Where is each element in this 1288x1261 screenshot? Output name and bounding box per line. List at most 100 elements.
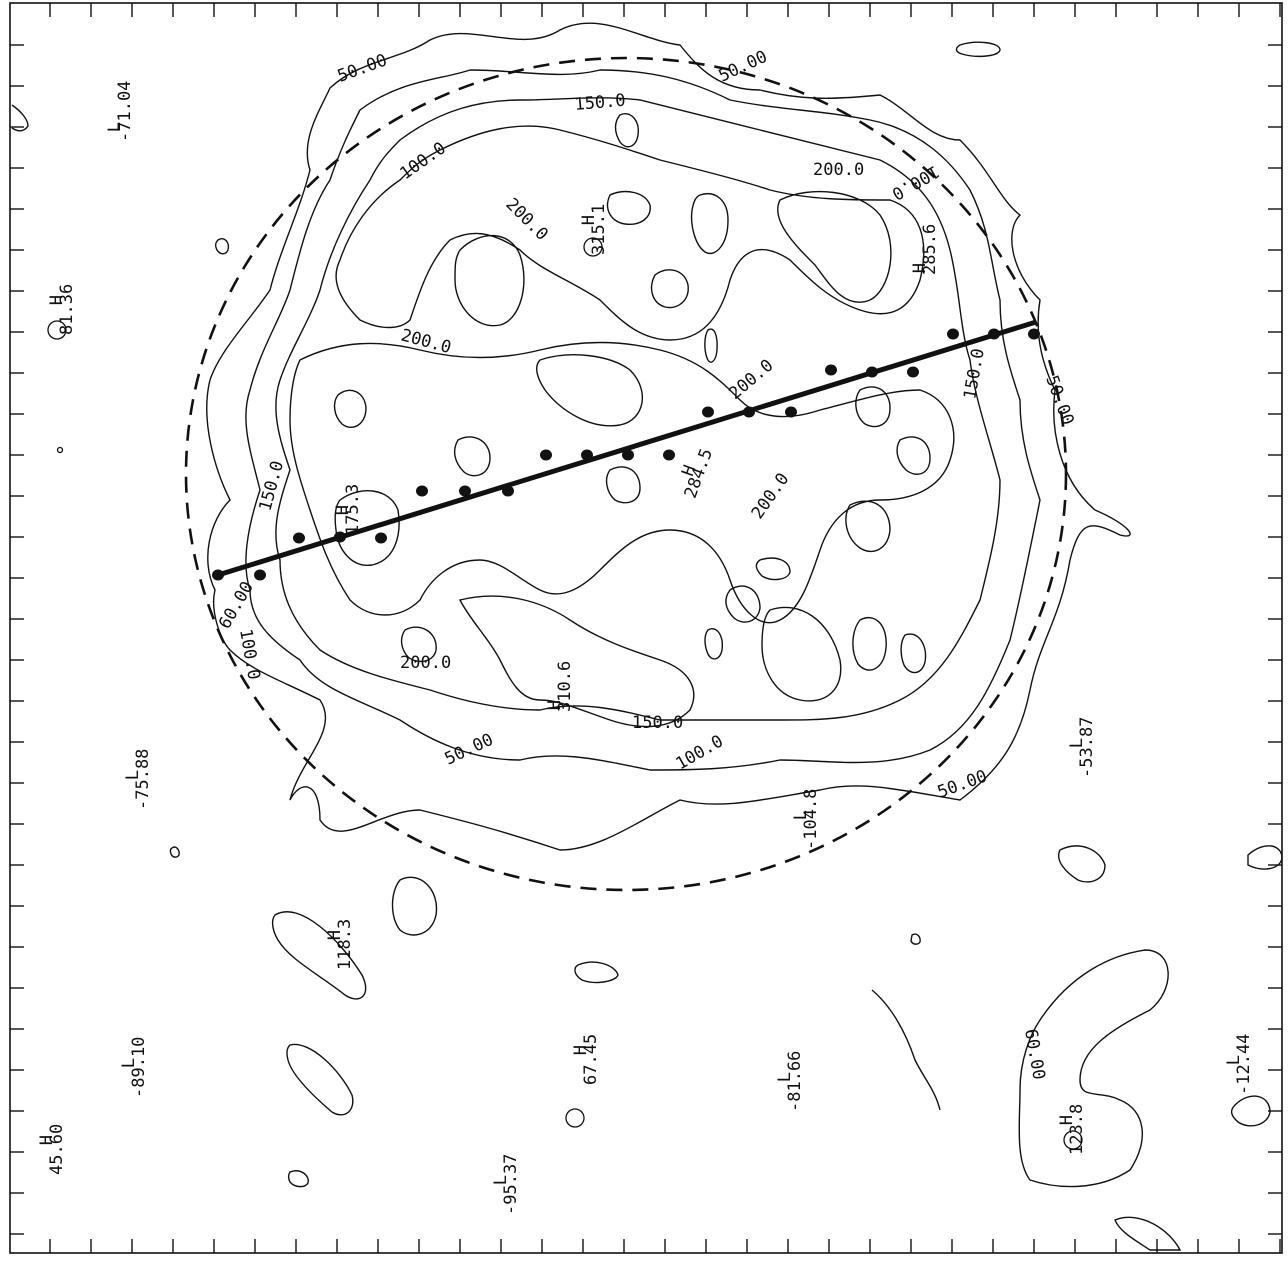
extremum-circles	[47, 237, 1083, 1150]
extremum-value: 123.8	[1067, 1104, 1087, 1155]
contour-inner-s	[704, 628, 723, 660]
extremum-high: H284.5	[671, 443, 717, 501]
extremum-kind: L	[105, 122, 125, 132]
extremum-kind: L	[1067, 738, 1087, 748]
blob-left-edge	[11, 104, 29, 132]
track-point	[502, 485, 514, 497]
contour-inner-f	[650, 269, 689, 309]
blob-j	[287, 1170, 309, 1188]
contour-inner-j	[896, 436, 931, 475]
track-point	[581, 449, 593, 461]
extremum-low: L-71.04	[105, 81, 135, 142]
contour-inner-c	[454, 234, 525, 327]
extremum-high: H310.6	[545, 661, 575, 712]
contour-inner-v	[755, 557, 791, 581]
high-circle-icon	[1063, 1130, 1083, 1150]
track-line	[217, 319, 1037, 578]
extremum-value: -104.8	[801, 789, 821, 850]
blob-i	[1114, 1216, 1182, 1251]
contour-inner-a	[536, 354, 644, 427]
contour-label: 100.0	[396, 138, 449, 184]
contour-label: 50.00	[716, 47, 771, 87]
blob-b	[271, 911, 367, 1000]
contour-inner-d	[606, 190, 651, 225]
contour-200-b	[289, 341, 955, 624]
contour-label: 50.00	[335, 50, 390, 86]
extremum-value: -71.04	[115, 81, 135, 142]
extremum-kind: H	[47, 295, 67, 305]
extremum-kind: L	[775, 1072, 795, 1082]
track-point	[866, 366, 878, 378]
track-point	[988, 328, 1000, 340]
extremum-kind: L	[123, 770, 143, 780]
blob-k	[214, 238, 230, 255]
high-circle-icon	[565, 1108, 585, 1128]
extremum-value: 81.36	[57, 284, 77, 335]
extremum-kind: H	[545, 700, 565, 710]
contour-label: 150.0	[256, 459, 289, 514]
contour-inner-r	[453, 436, 491, 477]
extremum-high: H45.60	[37, 1124, 67, 1175]
extremum-kind: L	[119, 1058, 139, 1068]
blob-n	[910, 933, 921, 945]
contour-label: 100.0	[888, 161, 942, 204]
extremum-kind: H	[37, 1135, 57, 1145]
contour-200-a	[335, 125, 925, 341]
contour-label: 200.0	[725, 356, 777, 404]
contour-label: 200.0	[399, 326, 454, 359]
contour-label: 60.00	[1020, 1027, 1049, 1081]
contour-inner-q	[605, 466, 641, 504]
extremum-value: 310.6	[555, 661, 575, 712]
track-point	[702, 406, 714, 418]
frame-ticks	[10, 3, 1282, 1253]
extremum-value: 67.45	[581, 1034, 601, 1085]
contour-inner-i	[855, 386, 891, 428]
extremum-value: -75.88	[133, 749, 153, 810]
contour-label: 200.0	[400, 653, 451, 673]
extremum-low: L-53.87	[1067, 717, 1097, 778]
contour-inner-k	[845, 500, 891, 553]
extremum-value: 315.1	[589, 204, 609, 255]
extremum-value: 45.60	[47, 1124, 67, 1175]
contour-200-c	[458, 595, 695, 728]
track-point	[785, 406, 797, 418]
extremum-low: L-104.8	[791, 789, 821, 850]
contour-inner-g	[333, 389, 367, 428]
contour-label: 100.0	[235, 627, 264, 681]
contour-label: 150.0	[632, 713, 683, 733]
contour-inner-n	[852, 617, 887, 671]
blob-m	[169, 846, 180, 858]
track-point	[743, 406, 755, 418]
extrema-markers: L-71.04 H81.36 H315.1 H285.6 H284.5 H175…	[37, 81, 1254, 1215]
track-point	[907, 366, 919, 378]
extremum-value: -53.87	[1077, 717, 1097, 778]
contour-label: 50.00	[442, 730, 497, 770]
extremum-kind: H	[325, 930, 345, 940]
track-point	[825, 364, 837, 376]
contour-inner-u	[704, 328, 718, 363]
extremum-low: L-75.88	[123, 749, 153, 810]
extremum-kind: L	[491, 1175, 511, 1185]
extremum-low: L-12.44	[1224, 1034, 1254, 1095]
extremum-high: H285.6	[910, 224, 940, 275]
extremum-high: H67.45	[571, 1034, 601, 1085]
extremum-value: -81.66	[785, 1051, 805, 1112]
contour-inner-o	[900, 633, 927, 674]
extremum-kind: L	[791, 810, 811, 820]
track-points	[212, 328, 1040, 581]
extremum-high: H175.3	[333, 484, 363, 535]
extremum-kind: H	[571, 1045, 591, 1055]
plot-frame	[9, 2, 1283, 1254]
outer-contour	[206, 22, 1131, 851]
contour-inner-l	[725, 585, 761, 623]
high-circle-icon	[47, 320, 67, 340]
contour-inner-b	[777, 190, 892, 303]
contour-label: 200.0	[748, 469, 794, 522]
track-point	[540, 449, 552, 461]
extremum-kind: H	[579, 215, 599, 225]
blob-e	[1058, 845, 1106, 883]
extremum-value: 175.3	[343, 484, 363, 535]
extremum-value: -89.10	[129, 1037, 149, 1098]
marker-icon	[56, 446, 64, 454]
